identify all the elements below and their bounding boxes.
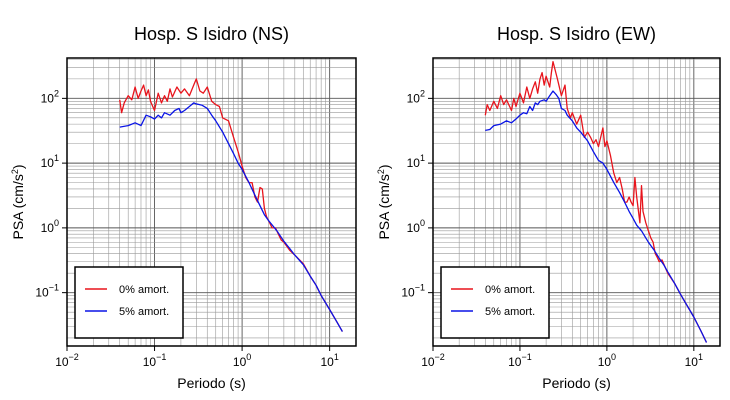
y-tick-label: 100 [407, 218, 425, 235]
chart-panel-2: 10−2 10−1 100 101 10−1 100 101 102 Hosp. S Isidr… [376, 24, 721, 391]
chart-panel-1: 10−2 10−1 100 101 10−1 100 101 102 Hosp. S Isidr… [10, 24, 357, 391]
legend-label: 0% amort. [119, 284, 169, 296]
legend-label: 5% amort. [119, 306, 169, 318]
series-line-blue [119, 102, 343, 332]
x-tick-label: 101 [685, 352, 703, 369]
y-tick-label: 101 [407, 153, 425, 170]
y-axis-label: PSA (cm/s2) [376, 164, 392, 239]
legend-box [440, 266, 550, 339]
y-tick-label: 102 [407, 88, 425, 105]
y-tick-label: 10−1 [35, 283, 59, 300]
series-line-red [484, 60, 708, 343]
legend: 0% amort. 5% amort. [440, 266, 550, 339]
x-tick-label: 10−2 [55, 352, 79, 369]
legend: 0% amort. 5% amort. [74, 266, 184, 339]
legend-label: 0% amort. [485, 284, 535, 296]
y-tick-label: 102 [41, 88, 59, 105]
x-tick-label: 10−1 [508, 352, 532, 369]
legend-label: 5% amort. [485, 306, 535, 318]
legend-box [74, 266, 184, 339]
y-tick-label: 10−1 [401, 283, 425, 300]
x-tick-label: 100 [233, 352, 251, 369]
y-axis-label: PSA (cm/s2) [10, 164, 26, 239]
x-tick-label: 101 [320, 352, 338, 369]
series-line-blue [485, 90, 708, 343]
x-axis-label: Periodo (s) [542, 375, 610, 391]
plot-frame [432, 57, 721, 347]
chart-title: Hosp. S Isidro (EW) [497, 24, 656, 44]
x-tick-label: 100 [598, 352, 616, 369]
x-axis-label: Periodo (s) [177, 375, 245, 391]
x-tick-label: 10−2 [421, 352, 445, 369]
chart-title: Hosp. S Isidro (NS) [134, 24, 289, 44]
plot-frame [66, 57, 357, 347]
y-tick-label: 101 [41, 153, 59, 170]
series-line-red [119, 78, 343, 332]
y-tick-label: 100 [41, 218, 59, 235]
x-tick-label: 10−1 [143, 352, 167, 369]
